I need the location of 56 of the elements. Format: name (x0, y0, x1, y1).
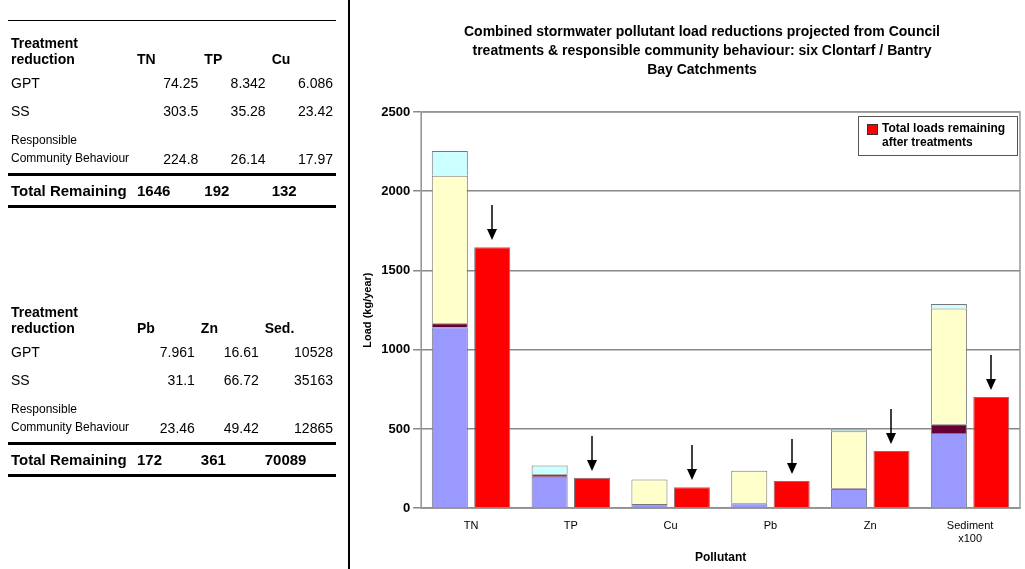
text: 35.28 (230, 103, 266, 119)
text: 8.342 (230, 75, 266, 91)
category-label: Zn (199, 319, 219, 338)
category-label: Total Remaining (11, 182, 127, 199)
text: Treatment reduction (10, 303, 79, 338)
text: 31.1 (167, 372, 195, 388)
text: Treatment reduction (10, 34, 79, 69)
text: 17.97 (297, 151, 333, 167)
text: 10528 (294, 344, 333, 360)
category-label: TN (136, 50, 157, 69)
category-label: Total Remaining (11, 451, 127, 468)
text: 7.961 (159, 344, 195, 360)
text: 66.72 (223, 372, 259, 388)
legend-label: Total loads remaining after treatments (882, 121, 1007, 149)
text: 6.086 (297, 75, 333, 91)
category-label: SS (11, 372, 30, 388)
text: 132 (271, 182, 297, 199)
y-tick-label: 1500 (381, 262, 411, 278)
category-label: Cu (270, 50, 292, 69)
text: 303.5 (163, 103, 199, 119)
text: 49.42 (223, 420, 259, 436)
text: 74.25 (163, 75, 199, 91)
x-tick-label: TN (463, 518, 479, 531)
category-label: Sed. (263, 319, 296, 338)
y-tick-label: 500 (388, 420, 411, 436)
x-tick-label: Cu (663, 518, 678, 531)
category-label: Responsible Community Behaviour (11, 402, 130, 434)
category-label: Responsible Community Behaviour (11, 133, 130, 165)
category-label: SS (11, 103, 30, 119)
y-tick-label: 0 (402, 499, 411, 515)
x-tick-label: TP (563, 518, 578, 531)
x-tick-label: Sediment x100 (946, 518, 994, 545)
chart-title: Combined stormwater pollutant load reductions projected from Council treatments & responsible community behaviour: six Clontarf / Bantry Bay Catchments (462, 22, 941, 79)
y-tick-label: 2500 (381, 103, 411, 119)
text: 16.61 (223, 344, 259, 360)
text: 172 (137, 451, 163, 468)
x-tick-label: Zn (863, 518, 877, 531)
text: 26.14 (230, 151, 266, 167)
y-tick-label: 1000 (381, 341, 411, 357)
text: 35163 (294, 372, 333, 388)
y-tick-label: 2000 (381, 182, 411, 198)
category-label: GPT (11, 344, 40, 360)
category-label: TP (203, 50, 224, 69)
text: 192 (204, 182, 230, 199)
text: 1646 (137, 182, 171, 199)
text: 23.42 (297, 103, 333, 119)
text: 224.8 (163, 151, 199, 167)
y-axis-title: Load (kg/year) (360, 272, 373, 348)
category-label: GPT (11, 75, 40, 91)
x-axis-title: Pollutant (694, 550, 747, 565)
category-label: Pb (136, 319, 156, 338)
text: 23.46 (159, 420, 195, 436)
x-tick-label: Pb (763, 518, 778, 531)
text: 12865 (294, 420, 333, 436)
text: 361 (200, 451, 226, 468)
text: 70089 (264, 451, 307, 468)
